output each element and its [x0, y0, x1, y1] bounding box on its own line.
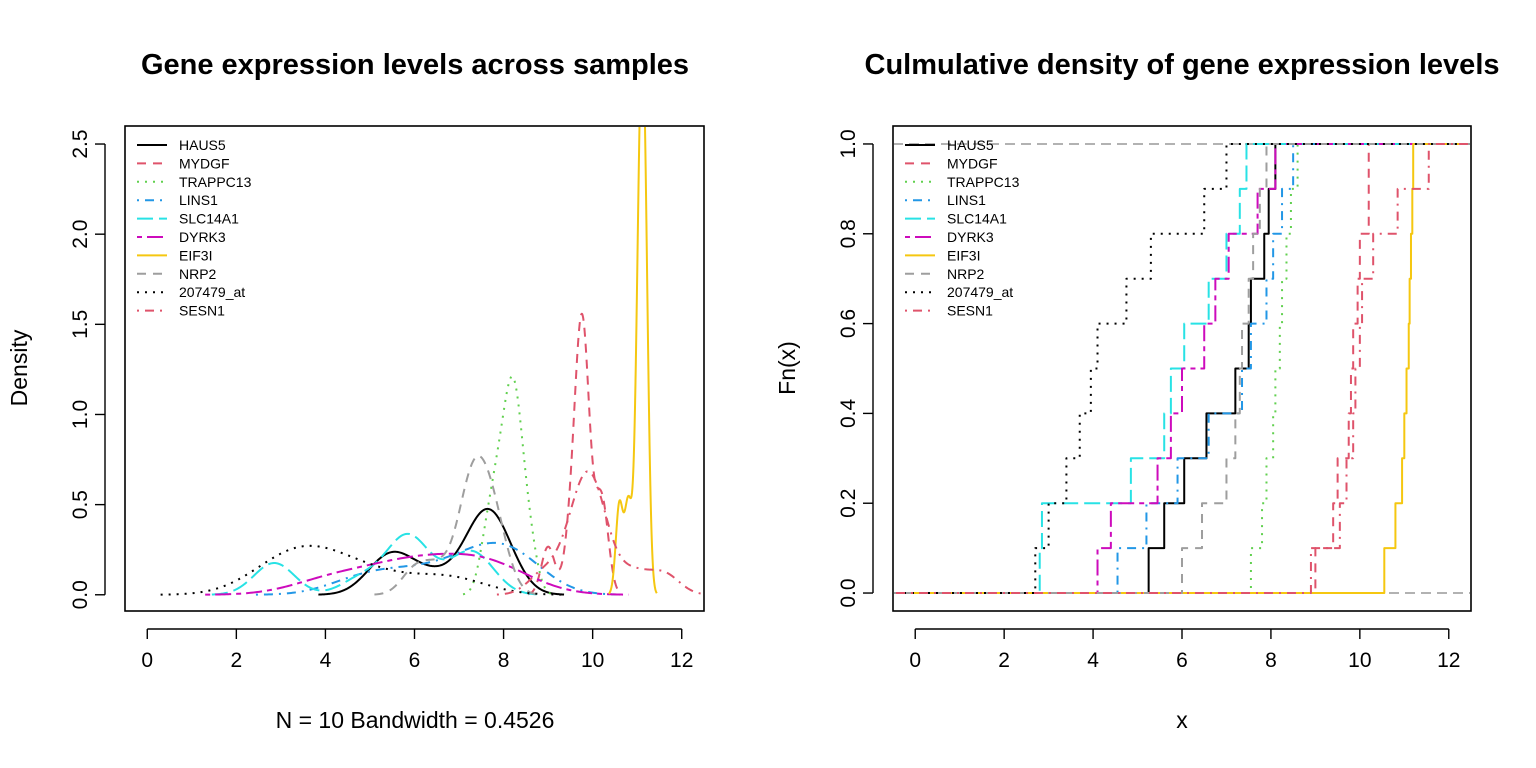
density-series-group — [160, 127, 703, 596]
density-series-haus5 — [318, 507, 565, 596]
ecdf-legend-label-lins1: LINS1 — [947, 192, 986, 208]
ecdf-legend-label-haus5: HAUS5 — [947, 137, 994, 153]
density-legend-label-sesn1: SESN1 — [179, 303, 225, 319]
density-legend-label-207479-at: 207479_at — [179, 284, 245, 300]
density-series-lins1 — [255, 541, 623, 596]
density-x-tick-label: 12 — [670, 649, 693, 672]
ecdf-y-tick-label: 1.0 — [837, 129, 860, 158]
ecdf-series-dyrk3 — [894, 142, 1470, 595]
ecdf-series-nrp2 — [894, 142, 1470, 595]
density-series-trappc13 — [462, 375, 554, 596]
ecdf-x-tick-label: 0 — [909, 649, 921, 672]
density-x-tick-label: 6 — [409, 649, 421, 672]
ecdf-series-lins1 — [894, 142, 1470, 595]
ecdf-ylabel: Fn(x) — [774, 341, 800, 395]
density-series-eif3i — [607, 127, 658, 595]
ecdf-title: Culmulative density of gene expression l… — [865, 49, 1500, 81]
density-legend-label-nrp2: NRP2 — [179, 266, 217, 282]
ecdf-xlabel: x — [1176, 707, 1188, 733]
density-y-tick-label: 2.5 — [69, 129, 92, 158]
ecdf-series-sesn1 — [894, 142, 1470, 595]
density-legend-label-dyrk3: DYRK3 — [179, 229, 226, 245]
ecdf-series-eif3i — [894, 142, 1470, 595]
density-legend: HAUS5 MYDGF TRAPPC13 LINS1 SLC14A1 DYRK3 EIF3I… — [137, 137, 252, 319]
ecdf-y-tick-label: 0.4 — [837, 398, 860, 428]
ecdf-legend-label-trappc13: TRAPPC13 — [947, 174, 1020, 190]
ecdf-plot-frame — [892, 125, 1472, 612]
ecdf-x-tick-label: 8 — [1265, 649, 1277, 672]
density-title: Gene expression levels across samples — [141, 49, 689, 81]
density-series-nrp2 — [374, 454, 540, 596]
ecdf-legend-label-nrp2: NRP2 — [947, 266, 985, 282]
density-y-tick-label: 1.0 — [69, 400, 92, 429]
density-legend-label-slc14a1: SLC14A1 — [179, 211, 239, 227]
ecdf-legend: HAUS5 MYDGF TRAPPC13 LINS1 SLC14A1 DYRK3 EIF3I… — [905, 137, 1020, 319]
density-plot-frame — [124, 125, 705, 612]
ecdf-legend-label-slc14a1: SLC14A1 — [947, 211, 1007, 227]
density-series-dyrk3 — [205, 552, 629, 596]
density-x-tick-label: 10 — [581, 649, 604, 672]
ecdf-series-207479-at — [894, 142, 1470, 595]
density-x-tick-label: 0 — [141, 649, 153, 672]
ecdf-x-tick-label: 12 — [1437, 649, 1460, 672]
ecdf-x-tick-label: 2 — [998, 649, 1010, 672]
density-series-207479-at — [160, 544, 566, 596]
density-ylabel: Density — [6, 329, 32, 406]
density-legend-label-lins1: LINS1 — [179, 192, 218, 208]
density-y-tick-label: 0.5 — [69, 490, 92, 519]
density-series-mydgf — [527, 312, 623, 596]
density-y-tick-label: 0.0 — [69, 580, 92, 609]
ecdf-legend-label-207479-at: 207479_at — [947, 284, 1013, 300]
density-x-tick-label: 8 — [498, 649, 510, 672]
density-y-tick-label: 2.0 — [69, 220, 92, 249]
density-series-slc14a1 — [211, 532, 542, 596]
ecdf-legend-label-mydgf: MYDGF — [947, 155, 998, 171]
ecdf-y-tick-label: 0.6 — [837, 309, 860, 338]
ecdf-x-tick-label: 10 — [1348, 649, 1371, 672]
ecdf-legend-label-dyrk3: DYRK3 — [947, 229, 994, 245]
density-x-tick-label: 2 — [231, 649, 243, 672]
density-xlabel: N = 10 Bandwidth = 0.4526 — [276, 707, 555, 733]
ecdf-series-group — [894, 142, 1470, 595]
density-legend-label-haus5: HAUS5 — [179, 137, 226, 153]
ecdf-legend-label-sesn1: SESN1 — [947, 303, 993, 319]
density-panel: Gene expression levels across samples N … — [6, 49, 705, 733]
ecdf-panel: Culmulative density of gene expression l… — [774, 49, 1500, 733]
ecdf-series-slc14a1 — [894, 142, 1470, 595]
ecdf-y-tick-label: 0.8 — [837, 219, 860, 248]
ecdf-series-trappc13 — [894, 142, 1470, 595]
density-legend-label-mydgf: MYDGF — [179, 155, 230, 171]
density-legend-label-eif3i: EIF3I — [179, 247, 212, 263]
ecdf-series-mydgf — [894, 142, 1470, 595]
ecdf-x-tick-label: 6 — [1176, 649, 1188, 672]
density-plot-area: 0 2 4 6 8 10 12 0.0 0.5 1.0 1.5 2.0 2.5 HAUS5 MYDGF TRA… — [69, 125, 705, 672]
density-y-tick-label: 1.5 — [69, 310, 92, 339]
ecdf-y-tick-label: 0.2 — [837, 489, 860, 518]
ecdf-y-tick-label: 0.0 — [837, 578, 860, 607]
ecdf-legend-label-eif3i: EIF3I — [947, 247, 980, 263]
ecdf-plot-area: 0 2 4 6 8 10 12 0.0 0.2 0.4 0.6 0.8 1.0 HAUS5 MYDGF TRA… — [837, 125, 1472, 672]
density-legend-label-trappc13: TRAPPC13 — [179, 174, 252, 190]
ecdf-x-tick-label: 4 — [1087, 649, 1099, 672]
density-x-tick-label: 4 — [320, 649, 332, 672]
